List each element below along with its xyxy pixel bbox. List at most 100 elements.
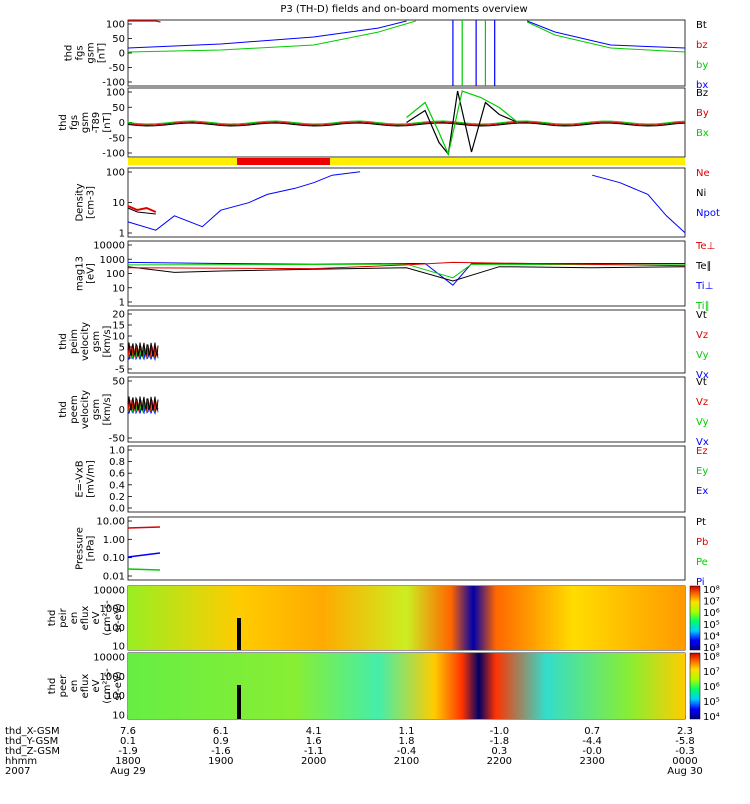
ylabel-line: eV bbox=[91, 611, 102, 624]
ylabel-line: eflux bbox=[80, 674, 91, 699]
ytick-label: 20 bbox=[112, 310, 125, 321]
ylabel-line: Pressure bbox=[75, 527, 86, 570]
ylabel-line: peir bbox=[58, 607, 69, 627]
ylabel-line: fgs bbox=[75, 45, 86, 60]
figure-title: P3 (TH-D) fields and on-board moments ov… bbox=[280, 4, 527, 15]
colorbar-tick: 10⁷ bbox=[703, 597, 720, 608]
legend-pressure-3: Pi bbox=[696, 577, 705, 588]
xaxis-value: 2100 bbox=[394, 756, 419, 767]
ytick-label: 0.6 bbox=[109, 469, 125, 480]
ylabel-line: [eV] bbox=[86, 263, 97, 284]
ylabel-line: [cm-3] bbox=[86, 186, 97, 219]
xaxis-row-label: thd_Z-GSM bbox=[5, 746, 60, 757]
panel-frame-efield bbox=[127, 445, 686, 513]
ytick-label: 1000 bbox=[100, 604, 125, 615]
ne-curve bbox=[127, 205, 157, 213]
ytick-label: 100 bbox=[106, 623, 125, 634]
pb-curve bbox=[127, 526, 161, 529]
ylabel-line: -T89 bbox=[91, 112, 102, 134]
ylabel-line: eflux bbox=[80, 606, 91, 631]
peem-v3 bbox=[127, 396, 159, 411]
legend-pressure-0: Pt bbox=[696, 517, 706, 528]
legend-peem-3: Vx bbox=[696, 437, 709, 448]
xaxis-value: -0.4 bbox=[397, 746, 417, 757]
ylabel-line: thd bbox=[58, 333, 69, 350]
ylabel-line: gsm bbox=[80, 112, 91, 133]
peer-data-gap bbox=[237, 685, 241, 719]
ytick-label: 100 bbox=[106, 269, 125, 280]
xaxis-value: -1.9 bbox=[118, 746, 138, 757]
colorbar-tick: 10⁴ bbox=[703, 631, 720, 642]
colorbar-tick: 10⁶ bbox=[703, 608, 720, 619]
til-curve bbox=[127, 263, 686, 279]
colorbar-tick: 10⁸ bbox=[703, 652, 720, 663]
xaxis-value: 0.7 bbox=[584, 726, 600, 737]
bz-t89-curve bbox=[127, 122, 686, 127]
ytick-label: 1.00 bbox=[103, 535, 125, 546]
ytick-label: 50 bbox=[112, 377, 125, 388]
peim-v3 bbox=[127, 342, 159, 357]
ylabel-line: gsm bbox=[86, 42, 97, 63]
ytick-label: 0 bbox=[119, 405, 125, 416]
ytick-label: -50 bbox=[109, 63, 125, 74]
ylabel-line: sr-eV) bbox=[113, 671, 124, 700]
temp-0 bbox=[127, 261, 685, 286]
ytick-label: 10 bbox=[112, 711, 125, 722]
mode-bar-yellow bbox=[128, 158, 685, 165]
ylabel-line: mag13 bbox=[75, 256, 86, 291]
legend-fgs-3: bx bbox=[696, 80, 708, 91]
peir-data-gap bbox=[237, 618, 241, 650]
ytick-label: 0.8 bbox=[109, 457, 125, 468]
ytick-label: -100 bbox=[102, 149, 125, 160]
legend-fgs_t89-2: Bx bbox=[696, 128, 709, 139]
xaxis-value: -0.3 bbox=[675, 746, 695, 757]
xaxis-value: -1.1 bbox=[304, 746, 324, 757]
ylabel-line: velocity bbox=[80, 390, 91, 429]
ylabel-line: thd bbox=[47, 678, 58, 695]
ytick-label: 100 bbox=[106, 88, 125, 99]
legend-peim-1: Vz bbox=[696, 330, 708, 341]
xaxis-value: -1.6 bbox=[211, 746, 231, 757]
legend-density-2: Npot bbox=[696, 208, 720, 219]
teperp-curve bbox=[127, 261, 686, 270]
by-t89-curve bbox=[127, 121, 686, 126]
xaxis-value: 2.3 bbox=[677, 726, 693, 737]
mode-bar-red bbox=[237, 158, 330, 165]
legend-efield-2: Ex bbox=[696, 486, 708, 497]
ytick-label: -50 bbox=[109, 434, 125, 445]
ytick-label: 10000 bbox=[93, 653, 125, 664]
ytick-label: 50 bbox=[112, 34, 125, 45]
ytick-label: 10 bbox=[112, 642, 125, 653]
xaxis-value: 1.6 bbox=[306, 736, 322, 747]
bx-curve-2 bbox=[527, 20, 686, 49]
ylabel-line: eV bbox=[91, 679, 102, 692]
panel-frame-peim bbox=[127, 309, 686, 374]
xaxis-value: -5.8 bbox=[675, 736, 695, 747]
by-curve bbox=[127, 20, 416, 53]
legend-temp-1: Te∥ bbox=[695, 261, 712, 272]
legend-peim-2: Vy bbox=[696, 350, 709, 361]
legend-fgs-0: Bt bbox=[696, 20, 707, 31]
ytick-label: -50 bbox=[109, 133, 125, 144]
ylabel-line: peem bbox=[69, 395, 80, 423]
ylabel-line: gsm bbox=[91, 399, 102, 420]
density-Npot_end bbox=[592, 174, 686, 234]
legend-peem-2: Vy bbox=[696, 417, 709, 428]
ylabel-line: peim bbox=[69, 329, 80, 354]
panel-frame-density bbox=[127, 167, 686, 238]
ylabel-line: [km/s] bbox=[102, 325, 113, 357]
ytick-label: 1 bbox=[119, 229, 125, 240]
xaxis-value: 6.1 bbox=[213, 726, 229, 737]
xaxis-value: 0.3 bbox=[491, 746, 507, 757]
xaxis-value: 1.1 bbox=[399, 726, 415, 737]
ylabel-line: fgs bbox=[69, 115, 80, 130]
colorbar-tick: 10⁸ bbox=[703, 585, 720, 596]
ytick-label: 10 bbox=[112, 283, 125, 294]
ylabel-line: (cm²-s- bbox=[102, 600, 113, 636]
ytick-label: 1 bbox=[119, 298, 125, 309]
ytick-label: 15 bbox=[112, 321, 125, 332]
legend-fgs_t89-1: By bbox=[696, 108, 709, 119]
ytick-label: 100 bbox=[106, 20, 125, 31]
ylabel-line: sr-eV) bbox=[113, 603, 124, 632]
